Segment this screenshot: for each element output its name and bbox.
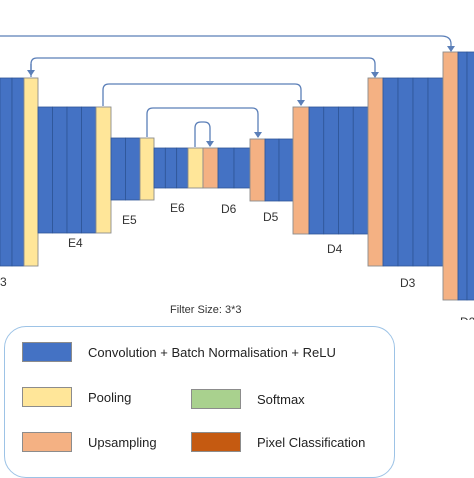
legend-swatch-conv (22, 342, 72, 362)
d4-conv-4 (352, 106, 369, 235)
e6-conv-1 (153, 147, 166, 189)
legend-item-softmax: Softmax (191, 389, 305, 409)
d2-upsampling (442, 51, 459, 301)
e5-pooling (139, 137, 155, 201)
d3-upsampling (367, 77, 384, 267)
d3-conv-4 (427, 77, 444, 267)
d6-upsampling (202, 147, 219, 189)
stage-label-d3: D3 (400, 276, 416, 290)
d4-conv-2 (323, 106, 339, 235)
legend-item-pixel-classification: Pixel Classification (191, 432, 365, 452)
segnet-architecture-diagram: 3 E4 E5 E6 D6 D5 D4 D3 D2 Filter Size: 3… (0, 35, 474, 320)
d3-conv-3 (412, 77, 429, 267)
d3-conv-1 (382, 77, 399, 267)
legend-swatch-upsampling (22, 432, 72, 452)
d5-conv-2 (278, 138, 294, 202)
layer-blocks (0, 51, 474, 301)
legend-swatch-softmax (191, 389, 241, 409)
skip-arrow-e3-d3 (30, 57, 376, 77)
d4-conv-3 (338, 106, 354, 235)
d2-conv-2 (466, 51, 474, 301)
legend-item-upsampling: Upsampling (22, 432, 157, 452)
e6-pooling (187, 147, 204, 189)
skip-arrow-e3-d3-arrowhead (371, 72, 379, 78)
e6-conv-2 (164, 147, 178, 189)
e5-conv-2 (125, 137, 141, 201)
e6-conv-3 (176, 147, 189, 189)
e4-conv-2 (52, 106, 68, 234)
skip-arrow-e4-d4 (102, 83, 302, 106)
skip-arrow-e5-d5 (146, 107, 259, 137)
e4-pooling (95, 106, 112, 234)
d2-conv-1 (457, 51, 468, 301)
e4-conv-3 (66, 106, 82, 234)
e3-conv-1 (0, 77, 13, 267)
skip-arrow-d2-arrowhead (447, 46, 455, 52)
skip-arrow-e5-d5-arrowhead (254, 132, 262, 138)
legend-label-pooling: Pooling (88, 389, 132, 405)
skip-arrow-e3-d3-tail-arrowhead (27, 70, 35, 76)
stage-label-e3: 3 (0, 275, 7, 289)
legend-label-pixel-classification: Pixel Classification (257, 434, 366, 450)
e3-pooling (23, 77, 39, 267)
filter-size-label: Filter Size: 3*3 (170, 304, 242, 316)
stage-label-d5: D5 (263, 210, 279, 224)
e4-conv-4 (81, 106, 97, 234)
stage-label-e5: E5 (122, 213, 137, 227)
skip-arrow-d2 (0, 35, 452, 51)
skip-arrow-e6-d6-arrowhead (206, 141, 214, 147)
stage-label-e6: E6 (170, 201, 185, 215)
d3-conv-2 (397, 77, 414, 267)
skip-arrow-e6-d6 (194, 121, 211, 147)
legend-swatch-pixel-classification (191, 432, 241, 452)
d4-upsampling (292, 106, 310, 235)
d6-conv-1 (217, 147, 235, 189)
legend-label-upsampling: Upsampling (88, 434, 157, 450)
d5-conv-1 (264, 138, 280, 202)
legend-item-pooling: Pooling (22, 387, 131, 407)
skip-arrow-e4-d4-arrowhead (297, 100, 305, 106)
e4-conv-1 (37, 106, 53, 234)
legend-label-conv: Convolution + Batch Normalisation + ReLU (88, 344, 336, 360)
legend-box: Convolution + Batch Normalisation + ReLU… (4, 326, 395, 478)
stage-label-d6: D6 (221, 202, 237, 216)
skip-connection-arrows (0, 35, 455, 147)
stage-label-e4: E4 (68, 236, 83, 250)
d4-conv-1 (308, 106, 325, 235)
e5-conv-1 (110, 137, 126, 201)
stage-label-d2: D2 (460, 315, 474, 320)
stage-label-d4: D4 (327, 242, 343, 256)
legend-label-softmax: Softmax (257, 391, 305, 407)
d5-upsampling (249, 138, 266, 202)
d6-conv-2 (233, 147, 251, 189)
legend-swatch-pooling (22, 387, 72, 407)
e3-conv-2 (11, 77, 25, 267)
legend-item-conv: Convolution + Batch Normalisation + ReLU (22, 342, 336, 362)
